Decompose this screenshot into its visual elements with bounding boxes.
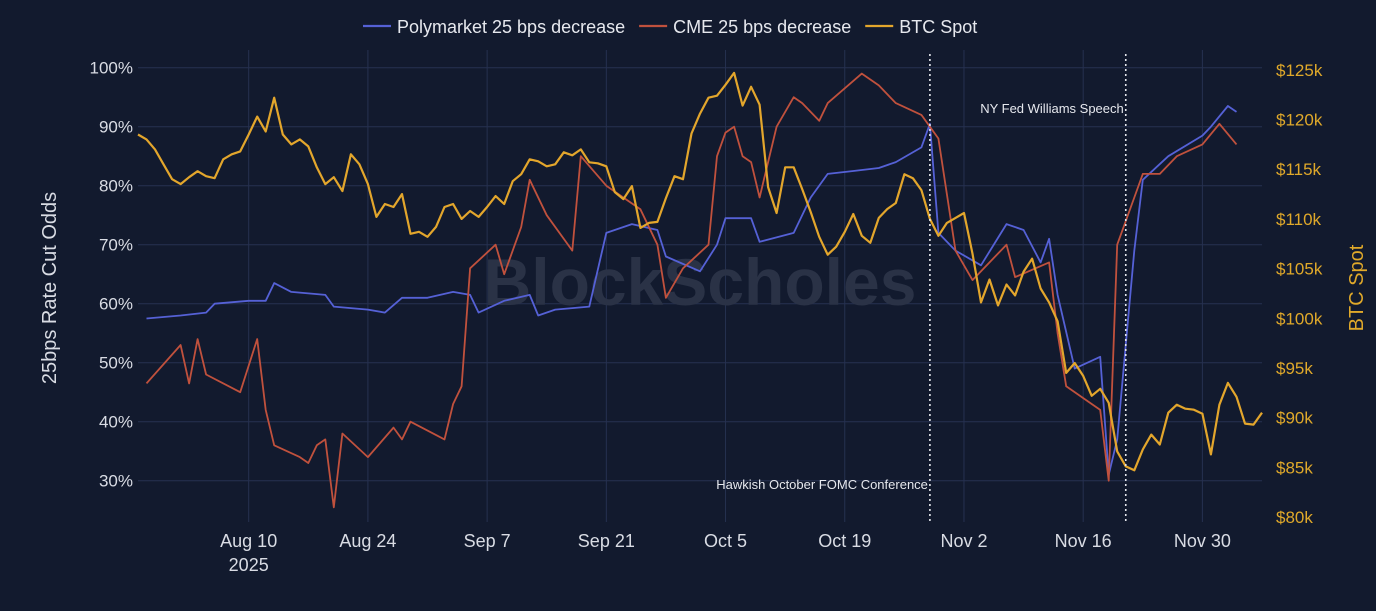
right-tick-label: $85k: [1276, 458, 1313, 477]
right-tick-label: $115k: [1276, 160, 1322, 179]
x-tick-label: Nov 16: [1055, 531, 1112, 551]
watermark: BlockScholes: [484, 245, 917, 319]
left-tick-label: 70%: [99, 236, 133, 255]
legend[interactable]: Polymarket 25 bps decrease CME 25 bps dec…: [363, 17, 977, 37]
right-tick-label: $120k: [1276, 111, 1323, 130]
x-tick-label: Nov 30: [1174, 531, 1231, 551]
series-line-2: [137, 71, 1263, 472]
series-line-0: [146, 105, 1238, 476]
right-tick-label: $95k: [1276, 359, 1313, 378]
right-tick-label: $90k: [1276, 409, 1313, 428]
legend-label: BTC Spot: [899, 17, 977, 37]
legend-item-0[interactable]: Polymarket 25 bps decrease: [363, 17, 625, 37]
annotation-label-0: Hawkish October FOMC Conference: [716, 477, 928, 492]
legend-item-1[interactable]: CME 25 bps decrease: [639, 17, 851, 37]
left-tick-label: 90%: [99, 118, 133, 137]
left-tick-label: 80%: [99, 177, 133, 196]
left-tick-label: 60%: [99, 295, 133, 314]
x-tick-label: Sep 7: [464, 531, 511, 551]
right-axis-title: BTC Spot: [1346, 244, 1368, 331]
x-tick-label: Oct 19: [818, 531, 871, 551]
right-tick-label: $105k: [1276, 260, 1323, 279]
x-tick-label: Nov 2: [940, 531, 987, 551]
left-tick-label: 50%: [99, 354, 133, 373]
right-tick-label: $100k: [1276, 309, 1323, 328]
series-lines: [137, 71, 1263, 509]
right-axis-ticks: $80k $85k $90k $95k $100k $105k $110k $115k $120…: [1276, 61, 1323, 527]
x-tick-label: Sep 21: [578, 531, 635, 551]
legend-item-2[interactable]: BTC Spot: [865, 17, 977, 37]
right-tick-label: $125k: [1276, 61, 1323, 80]
legend-label: Polymarket 25 bps decrease: [397, 17, 625, 37]
annotation-label-1: NY Fed Williams Speech: [980, 101, 1124, 116]
series-line-1: [145, 72, 1238, 509]
left-axis-title: 25bps Rate Cut Odds: [39, 192, 61, 384]
x-tick-label: Aug 10: [220, 531, 277, 551]
legend-label: CME 25 bps decrease: [673, 17, 851, 37]
annotations: Hawkish October FOMC Conference NY Fed Wi…: [716, 54, 1127, 522]
left-tick-label: 40%: [99, 413, 133, 432]
left-axis-ticks: 30% 40% 50% 60% 70% 80% 90% 100%: [90, 59, 133, 491]
grid: [138, 50, 1262, 522]
x-tick-label: Aug 24: [339, 531, 396, 551]
x-axis-ticks: Aug 10 2025 Aug 24 Sep 7 Sep 21 Oct 5 Oct 19 No…: [220, 531, 1231, 575]
right-tick-label: $110k: [1276, 210, 1322, 229]
x-tick-label: Oct 5: [704, 531, 747, 551]
x-tick-sublabel: 2025: [229, 555, 269, 575]
left-tick-label: 30%: [99, 472, 133, 491]
right-tick-label: $80k: [1276, 508, 1313, 527]
left-tick-label: 100%: [90, 59, 133, 78]
